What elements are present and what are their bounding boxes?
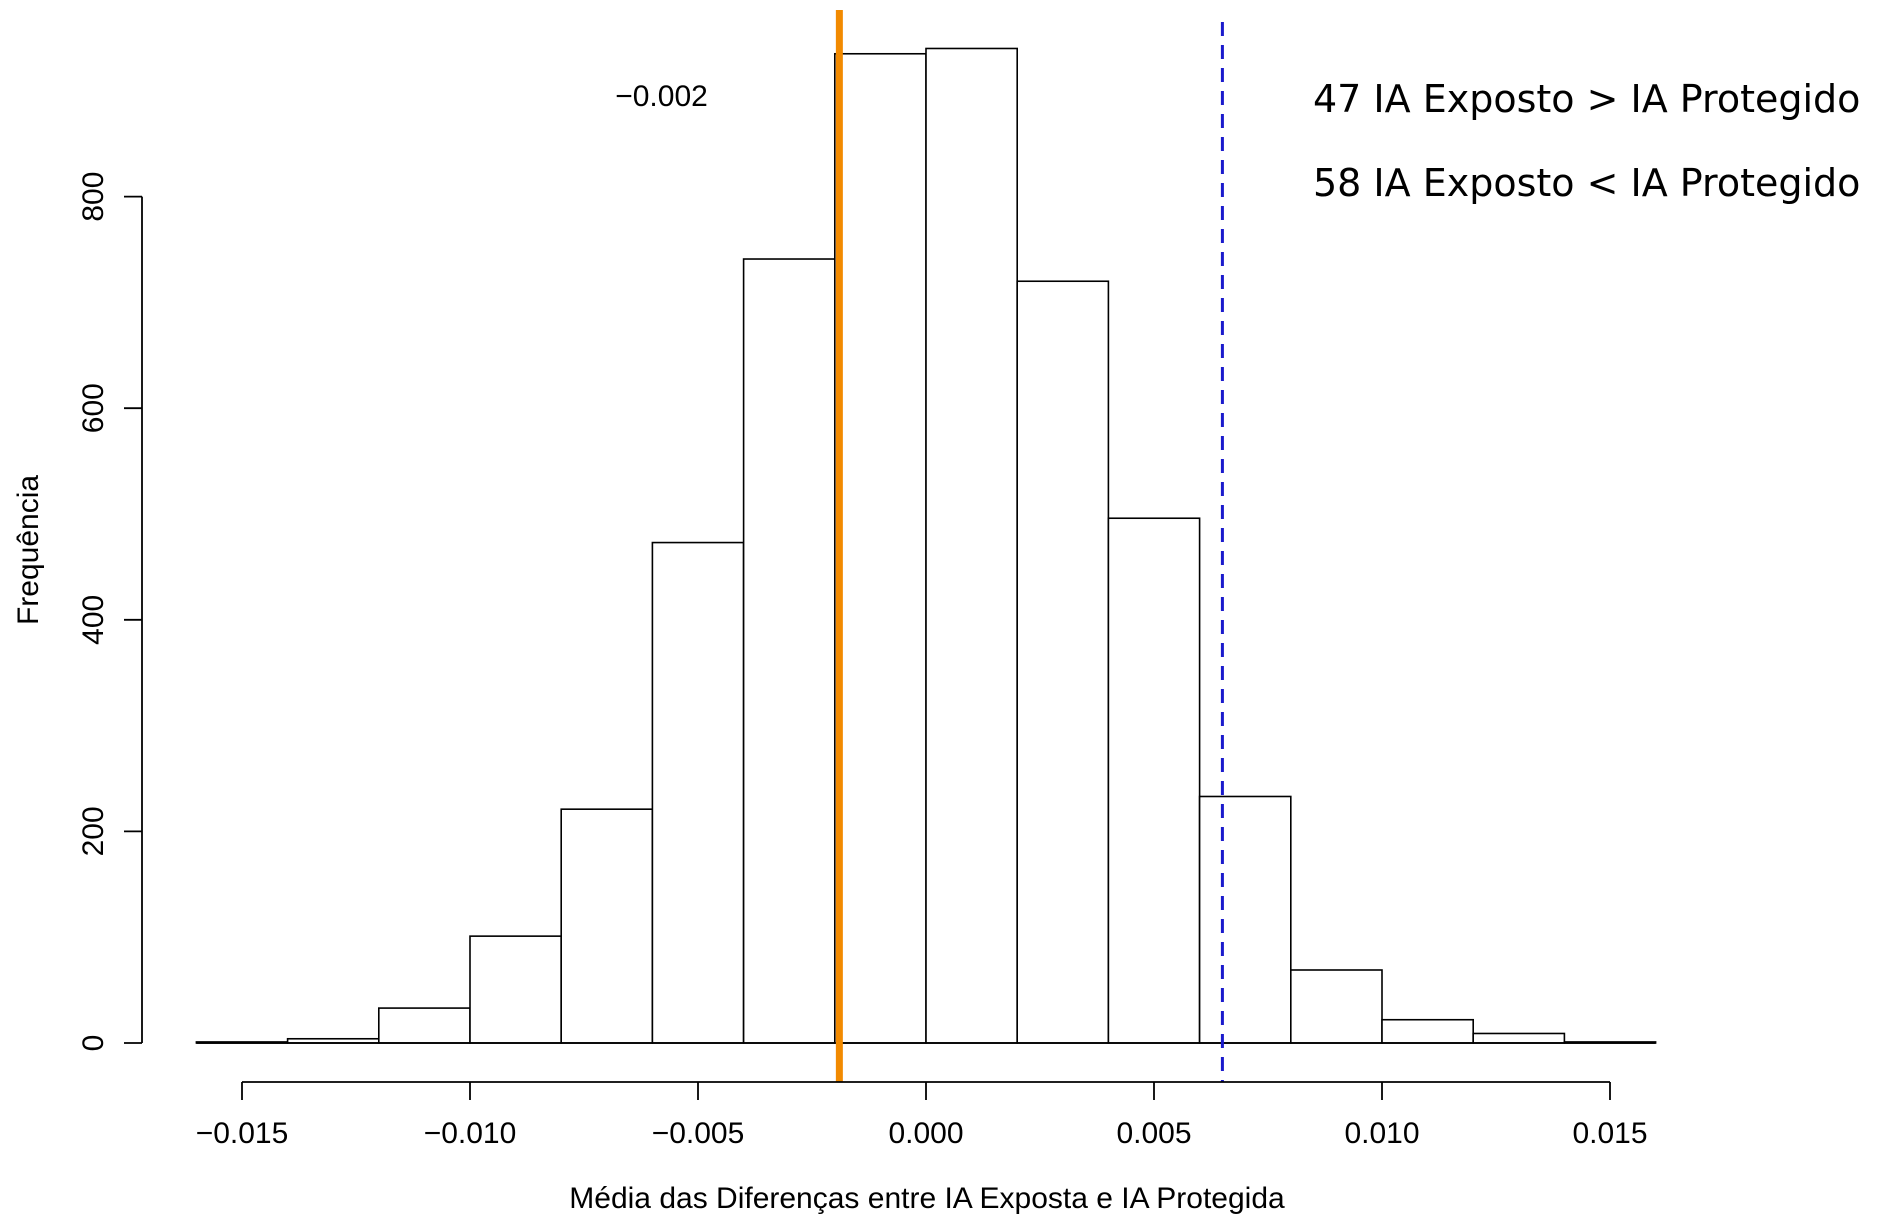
x-tick-label-2: −0.005 xyxy=(652,1117,745,1150)
x-tick-label-5: 0.010 xyxy=(1344,1117,1419,1150)
x-tick-label-1: −0.010 xyxy=(424,1117,517,1150)
y-tick-label-1: 200 xyxy=(77,806,110,856)
histogram-bar-8 xyxy=(925,47,1018,1044)
x-tick-label-3: 0.000 xyxy=(888,1117,963,1150)
histogram-bar-10 xyxy=(1107,517,1201,1044)
y-axis-label: Frequência xyxy=(12,475,45,625)
x-tick-label-6: 0.015 xyxy=(1572,1117,1647,1150)
orange-line-value-annotation: −0.002 xyxy=(615,80,708,113)
legend-line-less: 58 IA Exposto < IA Protegido xyxy=(1313,161,1860,205)
histogram-bar-3 xyxy=(469,935,562,1044)
y-tick-label-3: 600 xyxy=(77,383,110,433)
x-tick-label-0: −0.015 xyxy=(196,1117,289,1150)
histogram-bar-11 xyxy=(1198,795,1292,1044)
histogram-bar-14 xyxy=(1472,1032,1566,1044)
histogram-bar-6 xyxy=(742,258,836,1044)
x-tick-label-4: 0.005 xyxy=(1116,1117,1191,1150)
y-tick-label-2: 400 xyxy=(77,595,110,645)
histogram-bar-7 xyxy=(833,52,927,1044)
histogram-bar-13 xyxy=(1381,1018,1474,1044)
histogram-bar-4 xyxy=(560,808,654,1044)
histogram-bars xyxy=(195,47,1657,1044)
x-axis-label: Média das Diferenças entre IA Exposta e … xyxy=(569,1182,1285,1214)
histogram-bar-2 xyxy=(377,1007,471,1044)
reference-lines xyxy=(835,10,1224,1082)
y-axis: 0 200 400 600 800 xyxy=(77,172,143,1052)
histogram-bar-5 xyxy=(651,541,745,1044)
x-axis: −0.015 −0.010 −0.005 0.000 0.005 0.010 0.015 xyxy=(196,1081,1648,1150)
histogram-bar-9 xyxy=(1016,280,1110,1044)
y-tick-label-4: 800 xyxy=(77,172,110,222)
legend-line-greater: 47 IA Exposto > IA Protegido xyxy=(1313,77,1860,121)
y-tick-label-0: 0 xyxy=(77,1035,110,1052)
histogram-bar-12 xyxy=(1290,969,1383,1044)
